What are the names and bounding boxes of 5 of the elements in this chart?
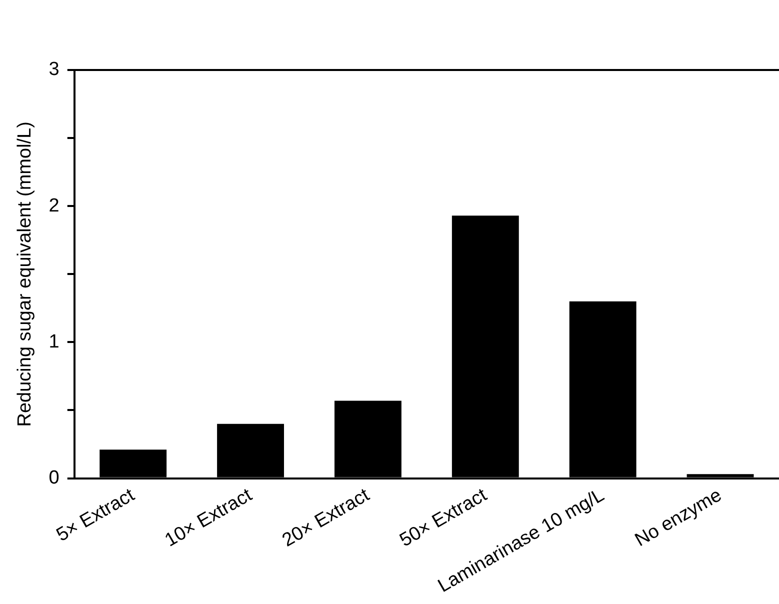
y-axis-title: Reducing sugar equivalent (mmol/L): [14, 122, 36, 427]
y-tick-label: 2: [48, 195, 60, 216]
y-tick-label: 1: [48, 331, 60, 352]
y-tick-label: 0: [48, 467, 60, 488]
y-tick-label: 3: [48, 59, 60, 80]
